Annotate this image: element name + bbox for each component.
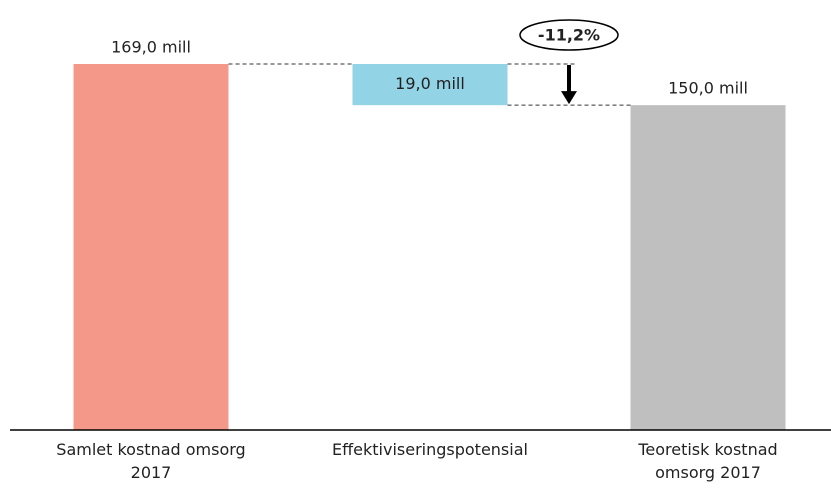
- annotation-bubble: [519, 19, 619, 51]
- value-label: 169,0 mill: [111, 38, 191, 57]
- bar: [73, 64, 229, 430]
- bar: [352, 64, 508, 106]
- arrow-head: [561, 91, 577, 105]
- x-tick-label: Samlet kostnad omsorg 2017: [56, 440, 246, 482]
- x-tick-label: Effektiviseringspotensial: [332, 440, 528, 459]
- annotation: -11,2%: [538, 26, 600, 45]
- value-label: 19,0 mill: [395, 74, 465, 93]
- value-label: 150,0 mill: [668, 79, 748, 98]
- x-tick-label: Teoretisk kostnad omsorg 2017: [638, 440, 778, 482]
- bar: [630, 105, 786, 431]
